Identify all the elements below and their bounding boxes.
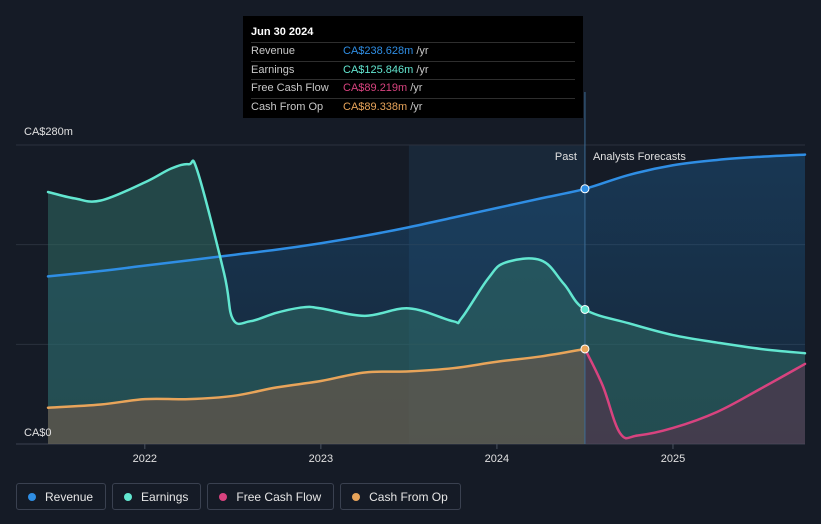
- marker-revenue: [580, 184, 590, 194]
- line-cash-from-op: [46, 347, 587, 409]
- tooltip-value: CA$89.219m: [343, 82, 408, 94]
- legend-label: Earnings: [141, 489, 189, 504]
- tooltip-unit: /yr: [416, 63, 429, 76]
- tooltip: Jun 30 2024 Revenue CA$238.628m /yr Earn…: [243, 16, 583, 118]
- tooltip-unit: /yr: [410, 82, 423, 94]
- legend-dot-icon: [352, 492, 361, 501]
- forecast-label: Analysts Forecasts: [593, 151, 686, 163]
- x-axis-tick-label: 2023: [309, 453, 333, 465]
- area-free-cash-flow: [584, 348, 805, 444]
- tooltip-value: CA$89.338m: [343, 100, 408, 113]
- tooltip-row-revenue: Revenue CA$238.628m /yr: [251, 42, 575, 61]
- tooltip-row-cash-from-op: Cash From Op CA$89.338m /yr: [251, 97, 575, 117]
- x-axis: 2022 2023 2024 2025: [133, 444, 685, 465]
- line-revenue: [46, 153, 807, 278]
- series-areas: [48, 154, 805, 444]
- y-axis-tick-label-bottom: CA$0: [24, 427, 52, 439]
- legend: Revenue Earnings Free Cash Flow Cash Fro…: [16, 483, 461, 510]
- line-earnings: [46, 159, 807, 355]
- legend-label: Revenue: [45, 489, 94, 504]
- marker-earnings: [580, 304, 590, 314]
- chart-canvas: Past Analysts Forecasts CA$280m CA$0 202…: [16, 92, 807, 465]
- legend-dot-icon: [28, 492, 36, 501]
- tooltip-row-earnings: Earnings CA$125.846m /yr: [251, 60, 575, 80]
- tooltip-unit: /yr: [416, 45, 429, 57]
- series-markers: [580, 184, 590, 354]
- legend-label: Cash From Op: [369, 489, 448, 504]
- past-label: Past: [555, 151, 577, 163]
- area-cash-from-op: [48, 348, 585, 444]
- x-axis-tick-label: 2024: [485, 453, 509, 465]
- tooltip-label: Free Cash Flow: [251, 82, 329, 94]
- y-axis-tick-label-top: CA$280m: [24, 126, 73, 138]
- legend-item-revenue[interactable]: Revenue: [16, 483, 107, 510]
- tooltip-label: Revenue: [251, 45, 296, 57]
- tooltip-label: Earnings: [251, 63, 295, 76]
- tooltip-label: Cash From Op: [251, 100, 324, 113]
- legend-item-cash-from-op[interactable]: Cash From Op: [340, 483, 461, 510]
- tooltip-row-free-cash-flow: Free Cash Flow CA$89.219m /yr: [251, 79, 575, 98]
- x-axis-tick-label: 2025: [661, 453, 685, 465]
- marker-cash-from-op: [580, 344, 590, 354]
- line-free-cash-flow: [583, 347, 807, 440]
- x-axis-tick-label: 2022: [133, 453, 157, 465]
- tooltip-value: CA$125.846m: [343, 63, 414, 76]
- legend-item-free-cash-flow[interactable]: Free Cash Flow: [207, 483, 335, 510]
- legend-dot-icon: [219, 492, 228, 501]
- tooltip-unit: /yr: [410, 100, 423, 113]
- tooltip-date: Jun 30 2024: [251, 26, 314, 38]
- legend-item-earnings[interactable]: Earnings: [112, 483, 202, 510]
- legend-dot-icon: [124, 492, 133, 501]
- series-lines: [46, 153, 807, 440]
- tooltip-value: CA$238.628m: [343, 45, 414, 57]
- legend-label: Free Cash Flow: [236, 489, 322, 504]
- area-earnings: [48, 160, 805, 444]
